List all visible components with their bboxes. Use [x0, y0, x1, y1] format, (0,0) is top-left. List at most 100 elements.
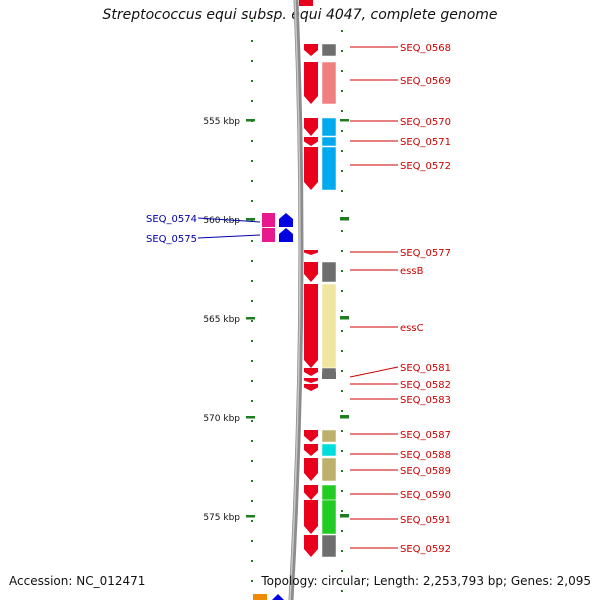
- gene-label: SEQ_0572: [400, 161, 451, 172]
- minor-tick: [341, 330, 343, 332]
- function-bar: [321, 499, 337, 535]
- minor-tick: [341, 370, 343, 372]
- major-tick-right: [340, 119, 349, 122]
- genome-summary: Topology: circular; Length: 2,253,793 bp…: [261, 574, 591, 588]
- gene-label-leader: [197, 217, 261, 223]
- minor-ticks-right: [341, 30, 343, 592]
- gene-label: SEQ_0575: [146, 234, 197, 245]
- minor-tick: [341, 290, 343, 292]
- minor-tick: [251, 500, 253, 502]
- minor-tick: [341, 70, 343, 72]
- genome-backbone: [288, 0, 304, 600]
- minor-tick: [251, 580, 253, 582]
- gene-label: SEQ_0582: [400, 380, 451, 391]
- minor-tick: [251, 20, 253, 22]
- major-tick-right: [340, 218, 349, 221]
- minor-tick: [341, 450, 343, 452]
- forward-gene-arrow: [304, 500, 318, 534]
- bottom-edge-gene-orange: [253, 594, 267, 600]
- minor-tick: [341, 410, 343, 412]
- forward-gene-arrow: [304, 458, 318, 481]
- function-bar: [321, 43, 337, 57]
- minor-tick: [251, 520, 253, 522]
- minor-tick: [251, 400, 253, 402]
- minor-tick: [341, 190, 343, 192]
- minor-tick: [341, 150, 343, 152]
- gene-label: SEQ_0583: [400, 395, 451, 406]
- function-bar: [321, 283, 337, 369]
- major-tick-left: [246, 218, 255, 221]
- forward-gene-arrow: [304, 368, 318, 376]
- forward-gene-arrow: [304, 147, 318, 190]
- reverse-gene-arrow: [279, 213, 293, 227]
- top-edge-gene: [299, 0, 313, 6]
- gene-label: SEQ_0589: [400, 466, 451, 477]
- forward-genes: SEQ_0568 SEQ_0569 SEQ_0570 SEQ_0571 SEQ_0572…: [304, 43, 451, 557]
- reverse-gene-bar: [262, 213, 275, 227]
- minor-tick: [341, 510, 343, 512]
- gene-label: SEQ_0581: [400, 363, 451, 374]
- scale-tick-label: 555 kbp: [203, 117, 240, 127]
- minor-tick: [251, 380, 253, 382]
- minor-tick: [251, 40, 253, 42]
- forward-gene-arrow: [304, 430, 318, 442]
- minor-tick: [251, 180, 253, 182]
- forward-gene-arrow: [304, 444, 318, 456]
- major-tick-left: [246, 317, 255, 320]
- forward-gene-arrow: [304, 118, 318, 136]
- minor-tick: [341, 470, 343, 472]
- gene-label: SEQ_0587: [400, 430, 451, 441]
- gene-label: essB: [400, 266, 424, 277]
- scale-tick-label: 565 kbp: [203, 315, 240, 325]
- scale-ticks: 555 kbp 560 kbp 565 kbp 570 kbp 575 kbp: [203, 117, 349, 523]
- forward-gene-arrow: [304, 250, 318, 255]
- forward-gene-arrow: [304, 384, 318, 391]
- function-bar: [321, 261, 337, 283]
- minor-tick: [251, 80, 253, 82]
- scale-tick-label: 570 kbp: [203, 414, 240, 424]
- minor-tick: [251, 240, 253, 242]
- reverse-genes: SEQ_0574 SEQ_0575: [146, 213, 293, 245]
- gene-label: SEQ_0571: [400, 137, 451, 148]
- scale-tick-label: 575 kbp: [203, 513, 240, 523]
- function-bar: [321, 457, 337, 482]
- minor-tick: [251, 100, 253, 102]
- minor-tick: [341, 250, 343, 252]
- major-tick-right: [340, 416, 349, 419]
- reverse-gene-arrow: [279, 228, 293, 242]
- minor-tick: [251, 560, 253, 562]
- minor-tick: [341, 90, 343, 92]
- gene-label: SEQ_0574: [146, 214, 197, 225]
- minor-tick: [341, 110, 343, 112]
- minor-tick: [341, 570, 343, 572]
- gene-label: SEQ_0577: [400, 248, 451, 259]
- minor-tick: [251, 340, 253, 342]
- gene-label-leader: [197, 234, 261, 239]
- forward-gene-arrow: [304, 535, 318, 557]
- minor-tick: [251, 140, 253, 142]
- forward-gene-arrow: [304, 284, 318, 368]
- minor-tick: [251, 280, 253, 282]
- minor-tick: [341, 30, 343, 32]
- gene-label: SEQ_0569: [400, 76, 451, 87]
- minor-tick: [341, 430, 343, 432]
- gene-label: SEQ_0570: [400, 117, 451, 128]
- minor-tick: [341, 550, 343, 552]
- minor-tick: [341, 530, 343, 532]
- major-tick-left: [246, 416, 255, 419]
- bottom-edge-gene-blue: [272, 594, 284, 600]
- minor-tick: [341, 390, 343, 392]
- major-tick-right: [340, 515, 349, 518]
- minor-tick: [251, 440, 253, 442]
- minor-tick: [251, 160, 253, 162]
- minor-tick: [251, 540, 253, 542]
- function-bar: [322, 372, 336, 379]
- gene-label: essC: [400, 323, 424, 334]
- minor-tick: [341, 210, 343, 212]
- minor-tick: [341, 170, 343, 172]
- forward-gene-arrow: [304, 62, 318, 104]
- gene-label: SEQ_0591: [400, 515, 451, 526]
- function-bar: [321, 484, 337, 501]
- minor-ticks-left: [251, 20, 253, 582]
